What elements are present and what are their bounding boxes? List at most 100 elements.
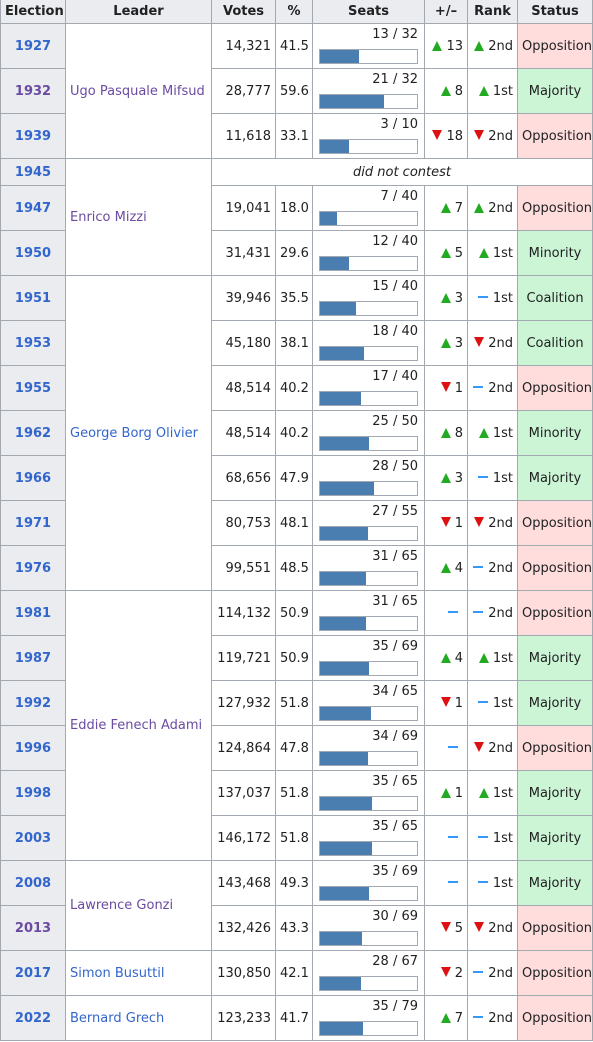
votes-cell: 137,037 <box>211 770 276 816</box>
header-leader[interactable]: Leader <box>65 0 212 24</box>
percent-cell: 40.2 <box>275 365 313 411</box>
election-year-link[interactable]: 1996 <box>14 740 52 756</box>
seats-label: 28 / 50 <box>372 459 418 474</box>
rank-down-arrow-icon <box>474 516 485 527</box>
no-change-dash-icon <box>448 610 458 613</box>
leader-link[interactable]: Lawrence Gonzi <box>65 860 212 951</box>
seats-label: 18 / 40 <box>372 324 418 339</box>
percent-cell: 35.5 <box>275 275 313 321</box>
status-cell: Opposition <box>517 950 593 996</box>
election-year-link[interactable]: 2008 <box>14 875 52 891</box>
election-year-link[interactable]: 2017 <box>14 965 52 981</box>
votes-cell: 124,864 <box>211 725 276 771</box>
election-year-link[interactable]: 1950 <box>14 245 52 261</box>
leader-link[interactable]: Ugo Pasquale Mifsud <box>65 23 212 159</box>
leader-link[interactable]: Simon Busuttil <box>65 950 212 996</box>
status-cell: Majority <box>517 770 593 816</box>
election-year-link[interactable]: 1955 <box>14 380 52 396</box>
election-year-link[interactable]: 1971 <box>14 515 52 531</box>
rank-value: 2nd <box>488 560 513 576</box>
seats-label: 35 / 69 <box>372 639 418 654</box>
leader-link[interactable]: George Borg Olivier <box>65 275 212 591</box>
rank-value: 2nd <box>488 380 513 396</box>
election-year-link[interactable]: 1987 <box>14 650 52 666</box>
seat-change-cell: 1 <box>424 500 468 546</box>
seats-label: 12 / 40 <box>372 234 418 249</box>
seat-change-cell: 8 <box>424 410 468 456</box>
votes-cell: 14,321 <box>211 23 276 69</box>
rank-up-arrow-icon <box>478 427 489 438</box>
increase-arrow-icon <box>432 40 443 51</box>
seats-label: 35 / 65 <box>372 819 418 834</box>
seat-change-cell <box>424 860 468 906</box>
seats-label: 34 / 69 <box>372 729 418 744</box>
seat-share-bar <box>319 256 418 271</box>
seat-change-cell: 3 <box>424 320 468 366</box>
header-rank[interactable]: Rank <box>467 0 518 24</box>
table-row: 1992 127,932 51.8 34 / 65 1 1st Majority <box>0 680 593 726</box>
decrease-arrow-icon <box>440 696 451 707</box>
rank-cell: 1st <box>467 815 518 861</box>
election-year-link[interactable]: 1951 <box>14 290 52 306</box>
seats-label: 27 / 55 <box>372 504 418 519</box>
election-year-link[interactable]: 2013 <box>14 920 52 936</box>
seat-share-bar <box>319 1021 418 1036</box>
seat-share-bar <box>319 841 418 856</box>
election-year-link[interactable]: 1998 <box>14 785 52 801</box>
election-year-link[interactable]: 1939 <box>14 128 52 144</box>
rank-cell: 2nd <box>467 995 518 1041</box>
votes-cell: 11,618 <box>211 113 276 159</box>
election-year-cell: 1966 <box>0 455 66 501</box>
election-year-link[interactable]: 1966 <box>14 470 52 486</box>
seat-change-value: 4 <box>454 650 463 666</box>
votes-cell: 146,172 <box>211 815 276 861</box>
rank-down-arrow-icon <box>474 921 485 932</box>
seat-share-fill <box>320 707 371 720</box>
election-year-link[interactable]: 1976 <box>14 560 52 576</box>
increase-arrow-icon <box>440 427 451 438</box>
header-status[interactable]: Status <box>517 0 593 24</box>
no-change-dash-icon <box>448 745 458 748</box>
seat-share-bar <box>319 301 418 316</box>
table-row: 1976 99,551 48.5 31 / 65 4 2nd Opposition <box>0 545 593 591</box>
seats-label: 15 / 40 <box>372 279 418 294</box>
election-year-link[interactable]: 1947 <box>14 200 52 216</box>
rank-up-arrow-icon <box>478 85 489 96</box>
election-year-link[interactable]: 1992 <box>14 695 52 711</box>
seats-cell: 21 / 32 <box>312 68 425 114</box>
status-cell: Coalition <box>517 275 593 321</box>
seat-change-value: 18 <box>446 128 463 144</box>
table-row: 1939 11,618 33.1 3 / 10 18 2nd Opposition <box>0 113 593 159</box>
election-year-link[interactable]: 1953 <box>14 335 52 351</box>
votes-cell: 143,468 <box>211 860 276 906</box>
seat-change-cell: 1 <box>424 680 468 726</box>
header-seats[interactable]: Seats <box>312 0 425 24</box>
rank-cell: 2nd <box>467 185 518 231</box>
election-year-link[interactable]: 1962 <box>14 425 52 441</box>
election-year-link[interactable]: 2003 <box>14 830 52 846</box>
seats-label: 13 / 32 <box>372 27 418 42</box>
percent-cell: 48.1 <box>275 500 313 546</box>
election-year-cell: 1951 <box>0 275 66 321</box>
seat-share-bar <box>319 94 418 109</box>
leader-link[interactable]: Eddie Fenech Adami <box>65 590 212 861</box>
seat-change-value: 1 <box>454 515 463 531</box>
seats-cell: 34 / 69 <box>312 725 425 771</box>
leader-link[interactable]: Bernard Grech <box>65 995 212 1041</box>
seat-change-cell: 3 <box>424 275 468 321</box>
election-year-link[interactable]: 1932 <box>14 83 52 99</box>
election-year-link[interactable]: 1981 <box>14 605 52 621</box>
election-year-cell: 2022 <box>0 995 66 1041</box>
header-election[interactable]: Election <box>0 0 66 24</box>
election-year-link[interactable]: 1927 <box>14 38 52 54</box>
header-percent[interactable]: % <box>275 0 313 24</box>
table-row: 1996 124,864 47.8 34 / 69 2nd Opposition <box>0 725 593 771</box>
election-year-cell: 1939 <box>0 113 66 159</box>
election-year-link[interactable]: 2022 <box>14 1010 52 1026</box>
header-change[interactable]: +/– <box>424 0 468 24</box>
header-votes[interactable]: Votes <box>211 0 276 24</box>
rank-up-arrow-icon <box>478 652 489 663</box>
leader-link[interactable]: Enrico Mizzi <box>65 158 212 276</box>
rank-cell: 2nd <box>467 590 518 636</box>
election-year-link[interactable]: 1945 <box>14 164 52 180</box>
